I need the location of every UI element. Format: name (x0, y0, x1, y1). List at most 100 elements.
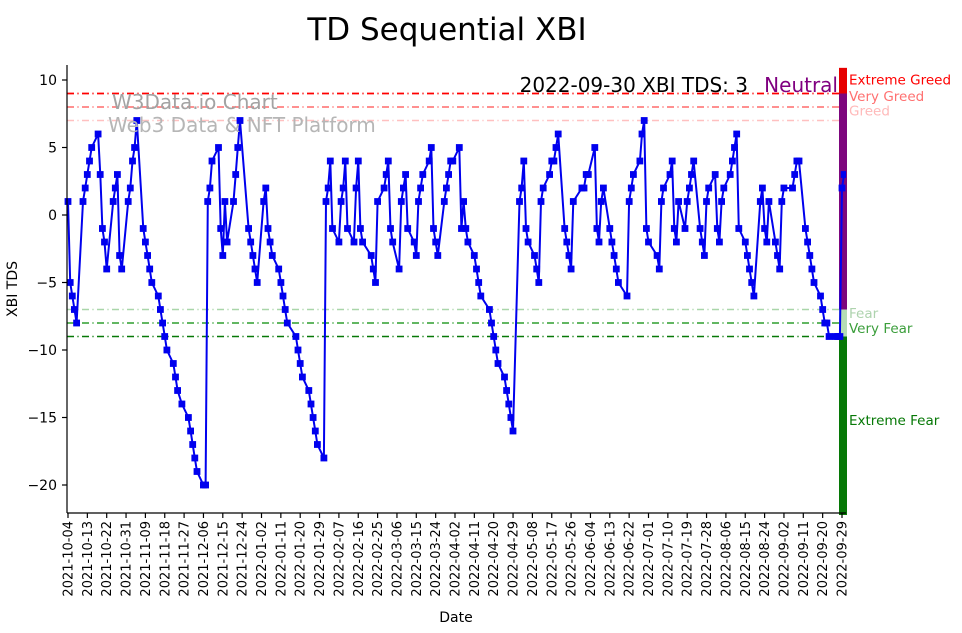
data-point-marker (187, 427, 194, 435)
axes (66, 65, 846, 514)
data-point-marker (335, 238, 343, 246)
data-point-marker (384, 157, 392, 165)
zone-label-extreme-fear: Extreme Fear (849, 413, 940, 429)
x-tick-label: 2022-01-11 (274, 521, 289, 597)
data-point-marker (810, 279, 818, 286)
data-point-marker (503, 387, 510, 394)
data-point-marker (400, 184, 407, 192)
data-point-marker (425, 157, 433, 165)
data-point-marker (296, 360, 304, 367)
data-point-marker (148, 279, 156, 286)
data-point-marker (584, 171, 592, 178)
data-point-marker (169, 360, 177, 367)
data-point-marker (412, 252, 420, 259)
data-point-marker (96, 171, 104, 178)
data-point-marker (249, 252, 257, 259)
data-point-marker (823, 319, 831, 327)
data-point-marker (66, 279, 74, 286)
data-point-marker (419, 171, 427, 178)
x-tick-label: 2022-01-20 (294, 521, 309, 597)
data-point-marker (720, 184, 728, 192)
data-point-marker (350, 238, 358, 246)
data-point-marker (324, 184, 332, 192)
data-point-marker (236, 117, 244, 124)
latest-reading-annotation: 2022-09-30 XBI TDS: 3 (520, 73, 748, 97)
data-point-marker (103, 265, 111, 273)
data-point-marker (88, 144, 96, 151)
x-tick-label: 2021-10-13 (81, 521, 96, 597)
data-point-marker (516, 198, 523, 205)
data-point-marker (505, 400, 513, 408)
data-point-marker (266, 238, 274, 246)
watermark-line1: W3Data.io Chart (112, 90, 278, 114)
data-point-marker (789, 184, 796, 192)
data-point-marker (260, 198, 268, 205)
data-point-marker (670, 225, 678, 232)
x-tick-label: 2022-08-06 (719, 521, 734, 597)
data-point-marker (262, 184, 270, 192)
data-point-marker (701, 252, 708, 259)
data-point-marker (443, 184, 450, 192)
x-tick-label: 2022-05-08 (526, 521, 541, 597)
data-point-marker (716, 238, 723, 246)
data-point-marker (475, 279, 483, 286)
data-point-marker (163, 346, 171, 354)
data-point-marker (109, 198, 117, 205)
x-tick-label: 2022-01-29 (313, 521, 328, 597)
data-point-marker (643, 225, 650, 232)
data-point-marker (477, 292, 485, 300)
x-tick-label: 2022-06-22 (623, 521, 638, 597)
data-point-marker (806, 252, 814, 259)
data-point-marker (748, 279, 756, 286)
data-point-marker (71, 306, 78, 313)
data-point-marker (473, 265, 480, 273)
data-point-marker (219, 252, 227, 259)
data-point-marker (597, 198, 605, 205)
data-point-marker (281, 306, 289, 313)
data-point-marker (610, 252, 618, 259)
data-point-marker (546, 171, 553, 178)
data-point-marker (208, 157, 216, 165)
data-point-marker (765, 198, 773, 205)
watermark-line2: Web3 Data & NFT Platform (108, 113, 376, 137)
x-tick-label: 2022-08-15 (739, 521, 754, 597)
data-point-marker (537, 198, 545, 205)
data-point-marker (432, 238, 440, 246)
chart-title: TD Sequential XBI (306, 12, 586, 48)
zone-label-extreme-greed: Extreme Greed (849, 73, 951, 89)
x-tick-label: 2022-08-24 (758, 521, 773, 597)
y-tick-label: −15 (27, 411, 57, 427)
y-tick-label: −20 (27, 478, 57, 494)
data-point-marker (253, 279, 261, 286)
threshold-lines (67, 92, 839, 338)
data-point-marker (417, 184, 424, 192)
zone-label-fear: Fear (849, 306, 879, 322)
data-point-marker (808, 265, 816, 273)
x-tick-label: 2021-11-27 (178, 521, 193, 597)
data-point-marker (99, 225, 106, 232)
data-point-marker (320, 454, 328, 462)
data-point-marker (718, 198, 725, 205)
data-point-marker (488, 319, 495, 327)
data-point-marker (486, 306, 493, 313)
sentiment-bar (839, 67, 847, 515)
data-point-marker (501, 373, 508, 381)
data-point-marker (600, 184, 607, 192)
data-point-marker (840, 171, 846, 178)
x-tick-label: 2022-04-20 (487, 521, 502, 597)
data-point-marker (593, 225, 601, 232)
x-tick-label: 2021-10-04 (62, 521, 77, 597)
x-tick-label: 2021-10-22 (100, 521, 115, 597)
data-point-marker (382, 171, 390, 178)
data-point-marker (509, 427, 517, 435)
data-point-marker (455, 144, 463, 151)
data-point-marker (683, 198, 691, 205)
data-point-marker (565, 252, 573, 259)
x-tick-label: 2022-06-13 (603, 521, 618, 597)
data-point-marker (397, 198, 405, 205)
data-point-marker (307, 400, 315, 408)
data-point-marker (101, 238, 108, 246)
data-point-marker (681, 225, 689, 232)
data-point-marker (776, 265, 784, 273)
